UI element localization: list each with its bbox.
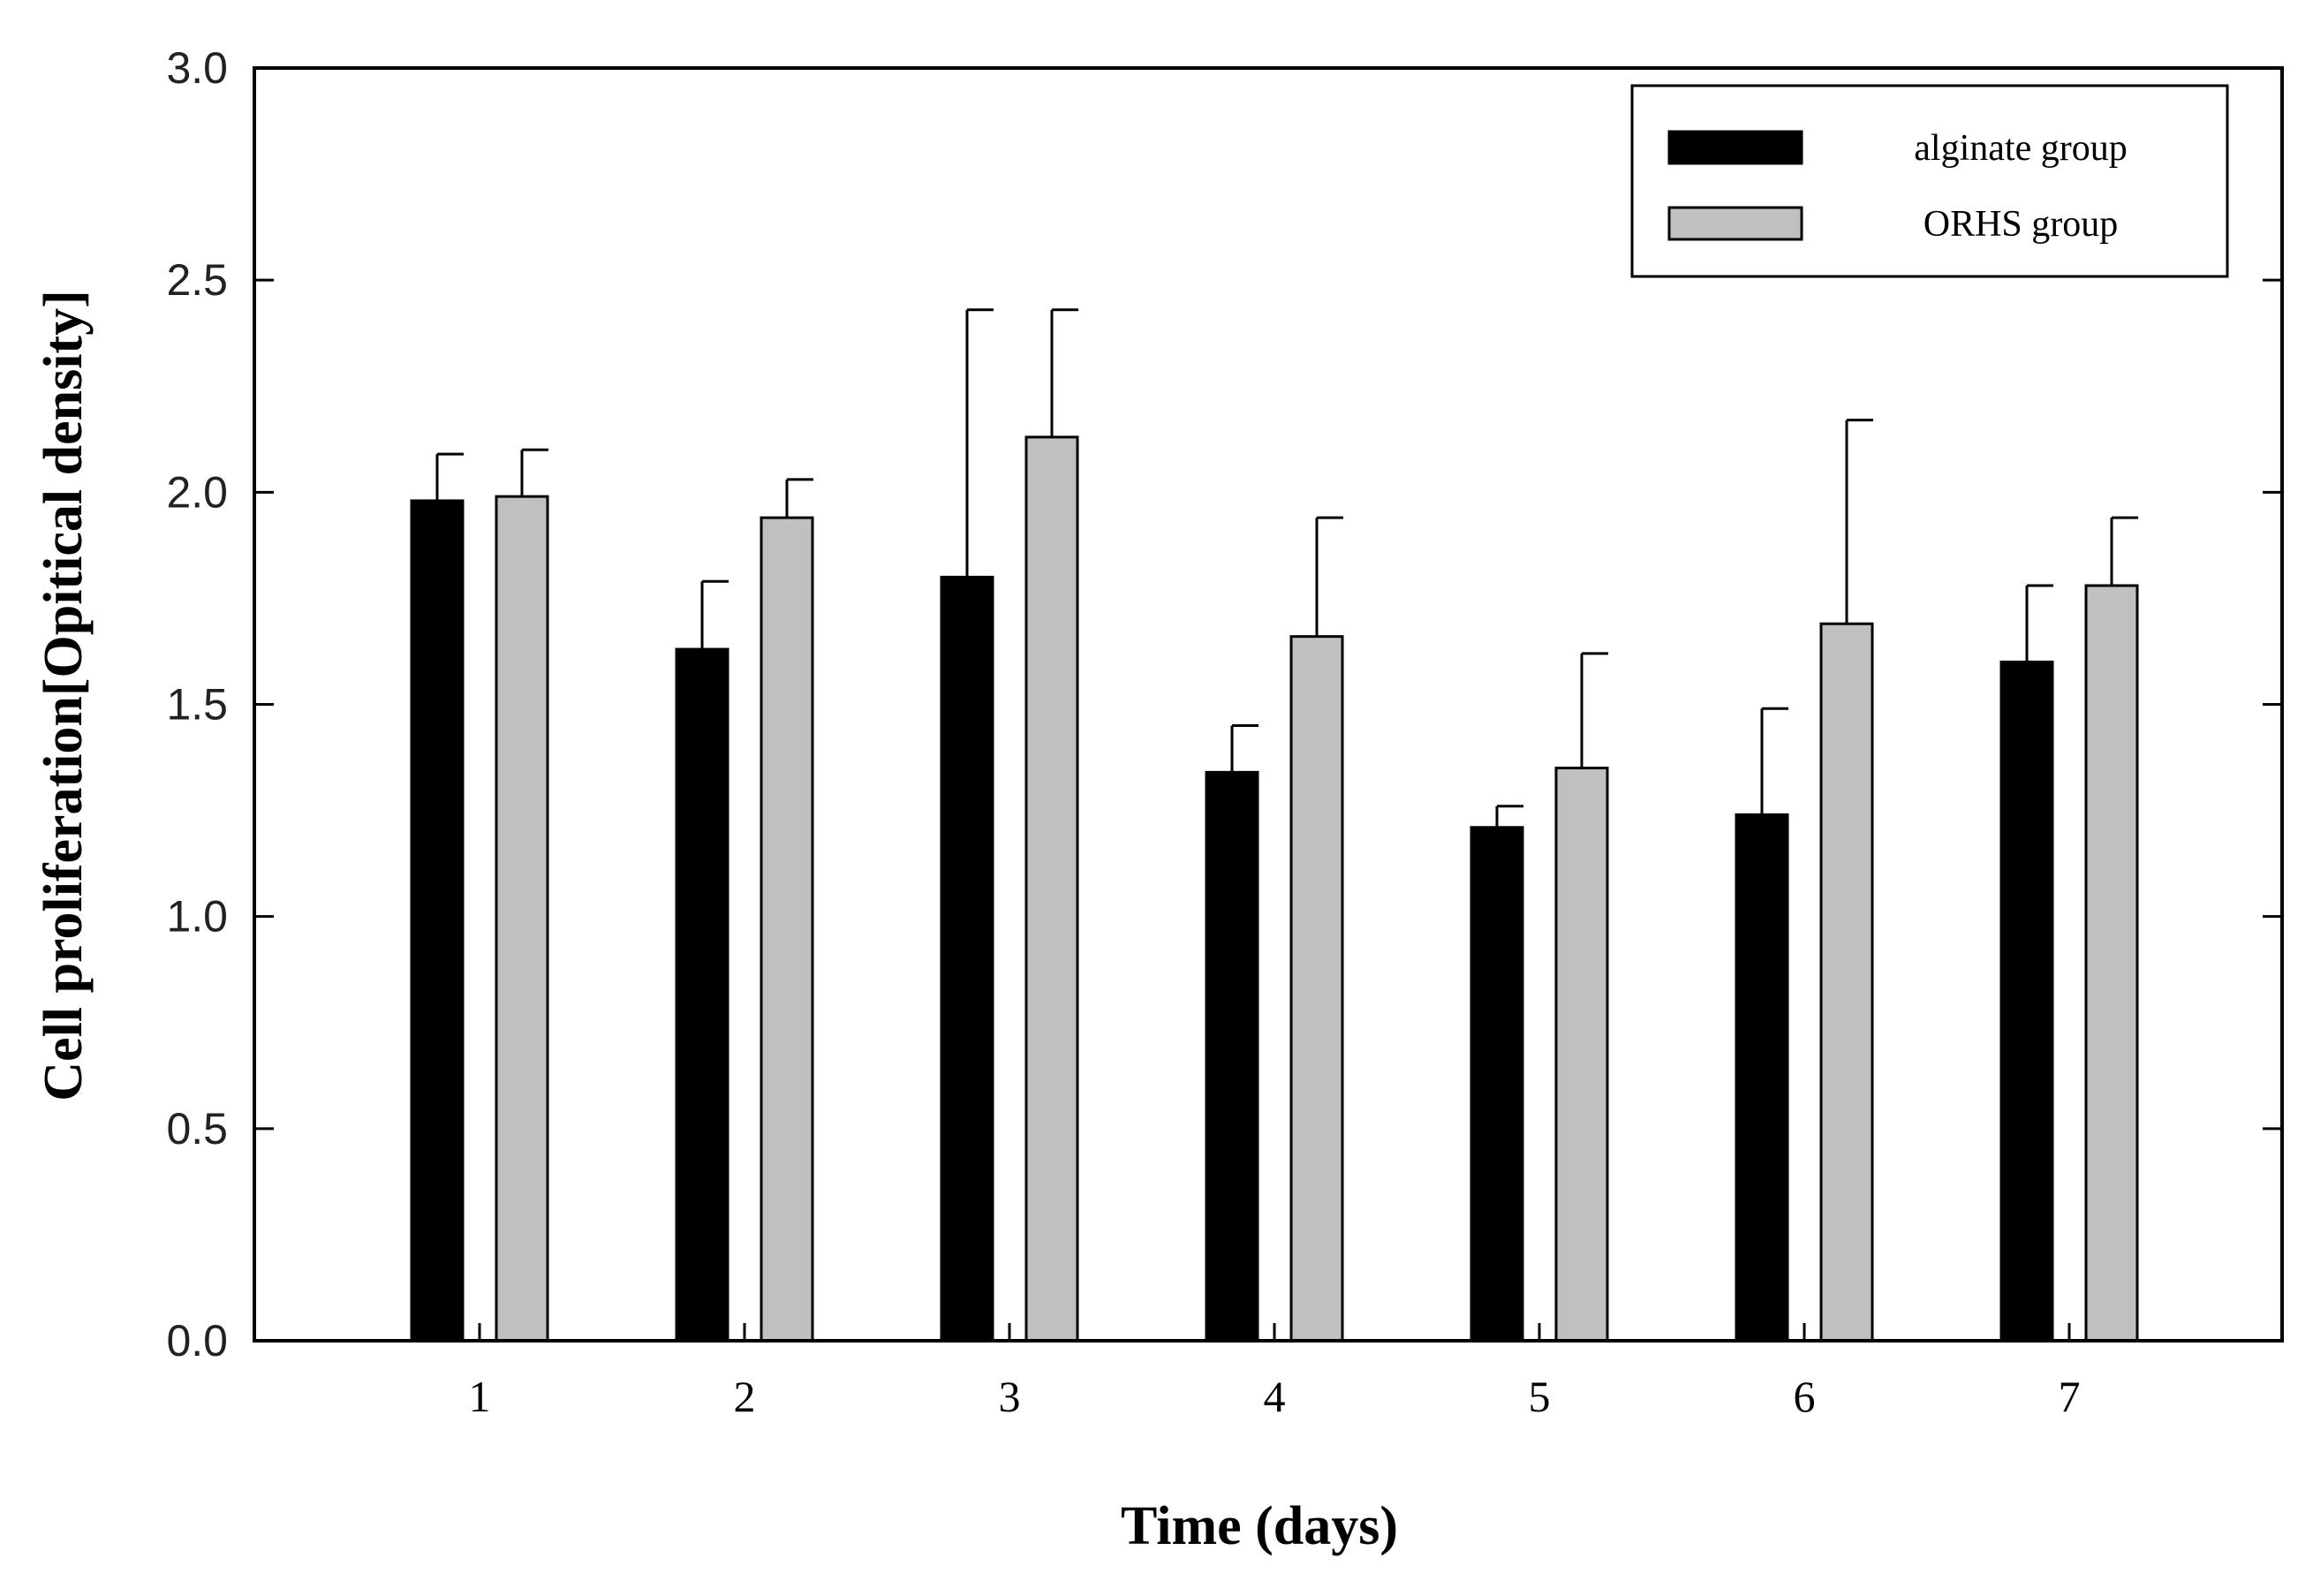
legend: alginate group ORHS group (1630, 84, 2229, 278)
error-bars-layer (435, 308, 2138, 828)
legend-swatch-orhs (1667, 206, 1803, 241)
x-tick-label-day-1: 1 (469, 1372, 491, 1421)
bar-alginate-day-5 (1470, 826, 1524, 1343)
y-axis-title: Cell proliferation[Opitical density] (34, 290, 94, 1101)
bar-alginate-day-6 (1735, 813, 1789, 1343)
x-axis: 1 2 3 4 5 6 7 (469, 1323, 2081, 1421)
bar-orhs-day-5 (1554, 767, 1609, 1343)
bar-alginate-day-2 (675, 647, 729, 1343)
bar-orhs-day-1 (495, 495, 549, 1343)
x-tick-label-day-6: 6 (1794, 1372, 1816, 1421)
x-tick-label-day-7: 7 (2059, 1372, 2081, 1421)
x-tick-label-day-2: 2 (734, 1372, 756, 1421)
bar-alginate-day-3 (940, 575, 994, 1343)
y-tick-label: 1.0 (166, 892, 228, 942)
y-axis: 0.0 0.5 1.0 1.5 2.0 2.5 3.0 (166, 43, 2282, 1365)
legend-label-alginate: alginate group (1914, 128, 2127, 169)
bar-orhs-day-4 (1289, 635, 1344, 1343)
y-tick-label: 2.0 (166, 467, 228, 517)
x-axis-title: Time (days) (1121, 1496, 1398, 1556)
bar-alginate-day-1 (410, 499, 465, 1343)
legend-box (1630, 84, 2229, 278)
bar-orhs-day-7 (2084, 584, 2139, 1343)
y-tick-label: 0.0 (166, 1316, 228, 1365)
bar-alginate-day-7 (1999, 660, 2054, 1343)
bar-orhs-day-6 (1819, 622, 1874, 1343)
legend-swatch-alginate (1667, 130, 1803, 165)
y-tick-label: 2.5 (166, 255, 228, 305)
bar-orhs-day-2 (760, 516, 814, 1343)
bar-orhs-day-3 (1024, 435, 1079, 1343)
y-tick-label: 1.5 (166, 680, 228, 730)
bar-alginate-day-4 (1205, 770, 1259, 1343)
y-tick-label: 0.5 (166, 1104, 228, 1154)
y-tick-label: 3.0 (166, 43, 228, 93)
x-tick-label-day-4: 4 (1264, 1372, 1286, 1421)
x-tick-label-day-3: 3 (999, 1372, 1021, 1421)
legend-label-orhs: ORHS group (1924, 204, 2119, 245)
x-tick-label-day-5: 5 (1529, 1372, 1551, 1421)
bars-layer (410, 435, 2139, 1343)
